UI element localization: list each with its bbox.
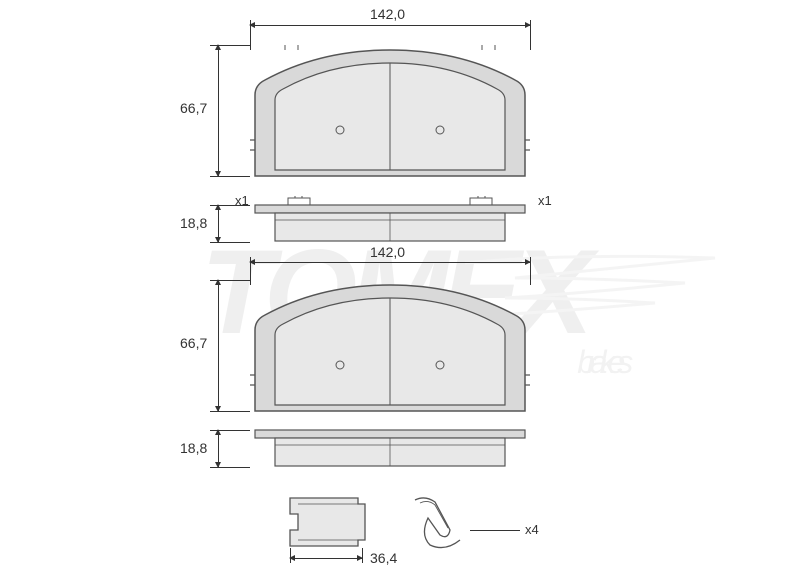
dim-ext-top-right [530,20,531,50]
dim-line-thick-mid [218,430,219,467]
dim-line-thick-top [218,205,219,242]
dim-label-height-mid: 66,7 [180,335,207,351]
dim-ext-thick-mid-d [210,467,250,468]
dim-label-thick-top: 18,8 [180,215,207,231]
dim-ext-thick-mid-u [210,430,250,431]
dim-ext-clip-r [362,548,363,563]
dim-ext-thick-top-u [210,205,250,206]
brake-pad-front-top [250,45,530,180]
brake-pad-side-mid [250,425,530,473]
dim-line-width-mid [250,262,530,263]
dim-label-clip-width: 36,4 [370,550,397,566]
dim-line-clip-width [290,558,362,559]
dim-ext-clip-l [290,548,291,563]
brake-pad-front-mid [250,280,530,415]
brake-pad-side-top [250,196,530,246]
qty-label-x4: x4 [525,522,539,537]
dim-label-thick-mid: 18,8 [180,440,207,456]
dim-label-height-top: 66,7 [180,100,207,116]
dim-ext-height-mid-d [210,411,250,412]
dim-line-height-mid [218,280,219,411]
qty-leader-line [470,530,520,531]
technical-diagram: 142,0 66,7 x1 x1 18,8 [0,0,786,583]
dim-ext-height-mid-u [210,280,250,281]
dim-ext-height-top-d [210,176,250,177]
dim-label-width-mid: 142,0 [370,244,405,260]
clip-hardware [280,490,520,560]
dim-line-width-top [250,25,530,26]
dim-ext-mid-right [530,257,531,285]
qty-label-x1-right: x1 [538,193,552,208]
dim-label-width-top: 142,0 [370,6,405,22]
dim-ext-height-top-u [210,45,250,46]
dim-line-height-top [218,45,219,176]
dim-ext-thick-top-d [210,242,250,243]
